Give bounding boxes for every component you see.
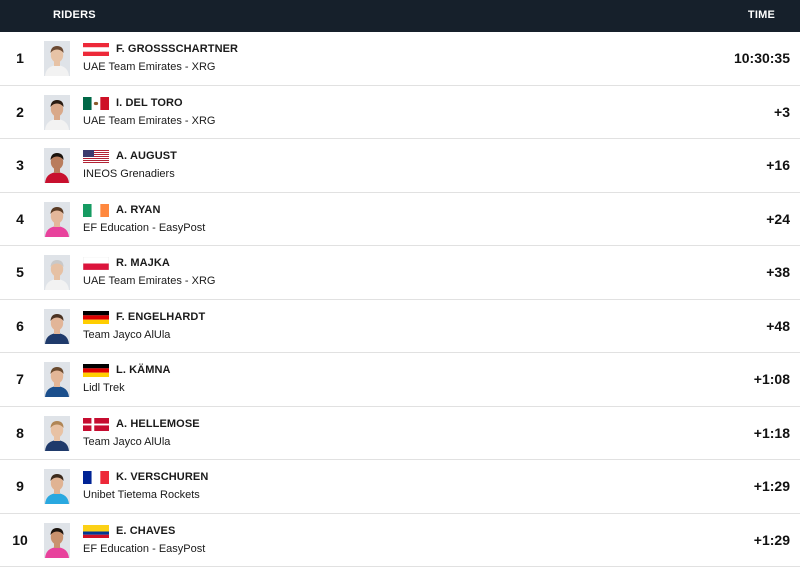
rider-rank: 2 xyxy=(0,86,40,139)
denmark-flag-icon xyxy=(83,418,109,431)
rider-team[interactable]: EF Education - EasyPost xyxy=(83,222,205,234)
rider-rank: 4 xyxy=(0,193,40,246)
rider-team[interactable]: UAE Team Emirates - XRG xyxy=(83,115,215,127)
rider-team[interactable]: UAE Team Emirates - XRG xyxy=(83,61,215,73)
rider-name[interactable]: A. AUGUST xyxy=(116,150,177,162)
rider-rank: 5 xyxy=(0,246,40,299)
germany-flag-icon xyxy=(83,364,109,377)
rider-row[interactable]: 4 A. RYAN EF Education - EasyPost +24 xyxy=(0,193,800,247)
rider-team[interactable]: INEOS Grenadiers xyxy=(83,168,175,180)
rider-avatar[interactable] xyxy=(44,41,70,76)
rider-rank: 9 xyxy=(0,460,40,513)
rider-avatar[interactable] xyxy=(44,255,70,290)
mexico-flag-icon xyxy=(83,97,109,110)
rider-name[interactable]: A. RYAN xyxy=(116,204,161,216)
rider-name[interactable]: K. VERSCHUREN xyxy=(116,471,208,483)
rider-name[interactable]: E. CHAVES xyxy=(116,525,175,537)
rider-avatar[interactable] xyxy=(44,469,70,504)
rider-team[interactable]: Unibet Tietema Rockets xyxy=(83,489,200,501)
rider-time: 10:30:35 xyxy=(734,32,790,85)
rider-rank: 10 xyxy=(0,514,40,567)
rider-row[interactable]: 10 E. CHAVES EF Education - EasyPost +1:… xyxy=(0,514,800,567)
riders-column-header: RIDERS xyxy=(53,9,96,21)
rider-name[interactable]: F. ENGELHARDT xyxy=(116,311,205,323)
rider-time: +1:29 xyxy=(754,460,790,513)
rider-time: +16 xyxy=(766,139,790,192)
rider-row[interactable]: 1 F. GROSSSCHARTNER UAE Team Emirates - … xyxy=(0,32,800,86)
rider-rank: 3 xyxy=(0,139,40,192)
rider-team[interactable]: Team Jayco AlUla xyxy=(83,436,170,448)
poland-flag-icon xyxy=(83,257,109,270)
rider-avatar[interactable] xyxy=(44,202,70,237)
rider-name[interactable]: L. KÄMNA xyxy=(116,364,171,376)
rider-team[interactable]: EF Education - EasyPost xyxy=(83,543,205,555)
rider-avatar[interactable] xyxy=(44,148,70,183)
rider-avatar[interactable] xyxy=(44,95,70,130)
usa-flag-icon xyxy=(83,150,109,163)
rider-row[interactable]: 8 A. HELLEMOSE Team Jayco AlUla +1:18 xyxy=(0,407,800,461)
rider-team[interactable]: UAE Team Emirates - XRG xyxy=(83,275,215,287)
rider-name[interactable]: A. HELLEMOSE xyxy=(116,418,200,430)
rider-row[interactable]: 2 I. DEL TORO UAE Team Emirates - XRG +3 xyxy=(0,86,800,140)
rider-rank: 6 xyxy=(0,300,40,353)
rider-avatar[interactable] xyxy=(44,362,70,397)
time-column-header: TIME xyxy=(748,9,775,21)
rider-rank: 1 xyxy=(0,32,40,85)
rider-rank: 8 xyxy=(0,407,40,460)
austria-flag-icon xyxy=(83,43,109,56)
rider-avatar[interactable] xyxy=(44,309,70,344)
rider-team[interactable]: Lidl Trek xyxy=(83,382,125,394)
rider-time: +3 xyxy=(774,86,790,139)
rider-team[interactable]: Team Jayco AlUla xyxy=(83,329,170,341)
rider-rank: 7 xyxy=(0,353,40,406)
rider-time: +24 xyxy=(766,193,790,246)
rider-row[interactable]: 5 R. MAJKA UAE Team Emirates - XRG +38 xyxy=(0,246,800,300)
rider-name[interactable]: F. GROSSSCHARTNER xyxy=(116,43,238,55)
rider-avatar[interactable] xyxy=(44,523,70,558)
rider-name[interactable]: I. DEL TORO xyxy=(116,97,183,109)
germany-flag-icon xyxy=(83,311,109,324)
rider-time: +48 xyxy=(766,300,790,353)
rider-name[interactable]: R. MAJKA xyxy=(116,257,170,269)
colombia-flag-icon xyxy=(83,525,109,538)
rider-row[interactable]: 7 L. KÄMNA Lidl Trek +1:08 xyxy=(0,353,800,407)
rider-avatar[interactable] xyxy=(44,416,70,451)
rider-row[interactable]: 6 F. ENGELHARDT Team Jayco AlUla +48 xyxy=(0,300,800,354)
rider-time: +38 xyxy=(766,246,790,299)
rider-time: +1:18 xyxy=(754,407,790,460)
rider-row[interactable]: 3 A. AUGUST INEOS Grenadiers +16 xyxy=(0,139,800,193)
ireland-flag-icon xyxy=(83,204,109,217)
rider-time: +1:29 xyxy=(754,514,790,567)
france-flag-icon xyxy=(83,471,109,484)
rider-row[interactable]: 9 K. VERSCHUREN Unibet Tietema Rockets +… xyxy=(0,460,800,514)
rider-time: +1:08 xyxy=(754,353,790,406)
results-header: RIDERS TIME xyxy=(0,0,800,32)
